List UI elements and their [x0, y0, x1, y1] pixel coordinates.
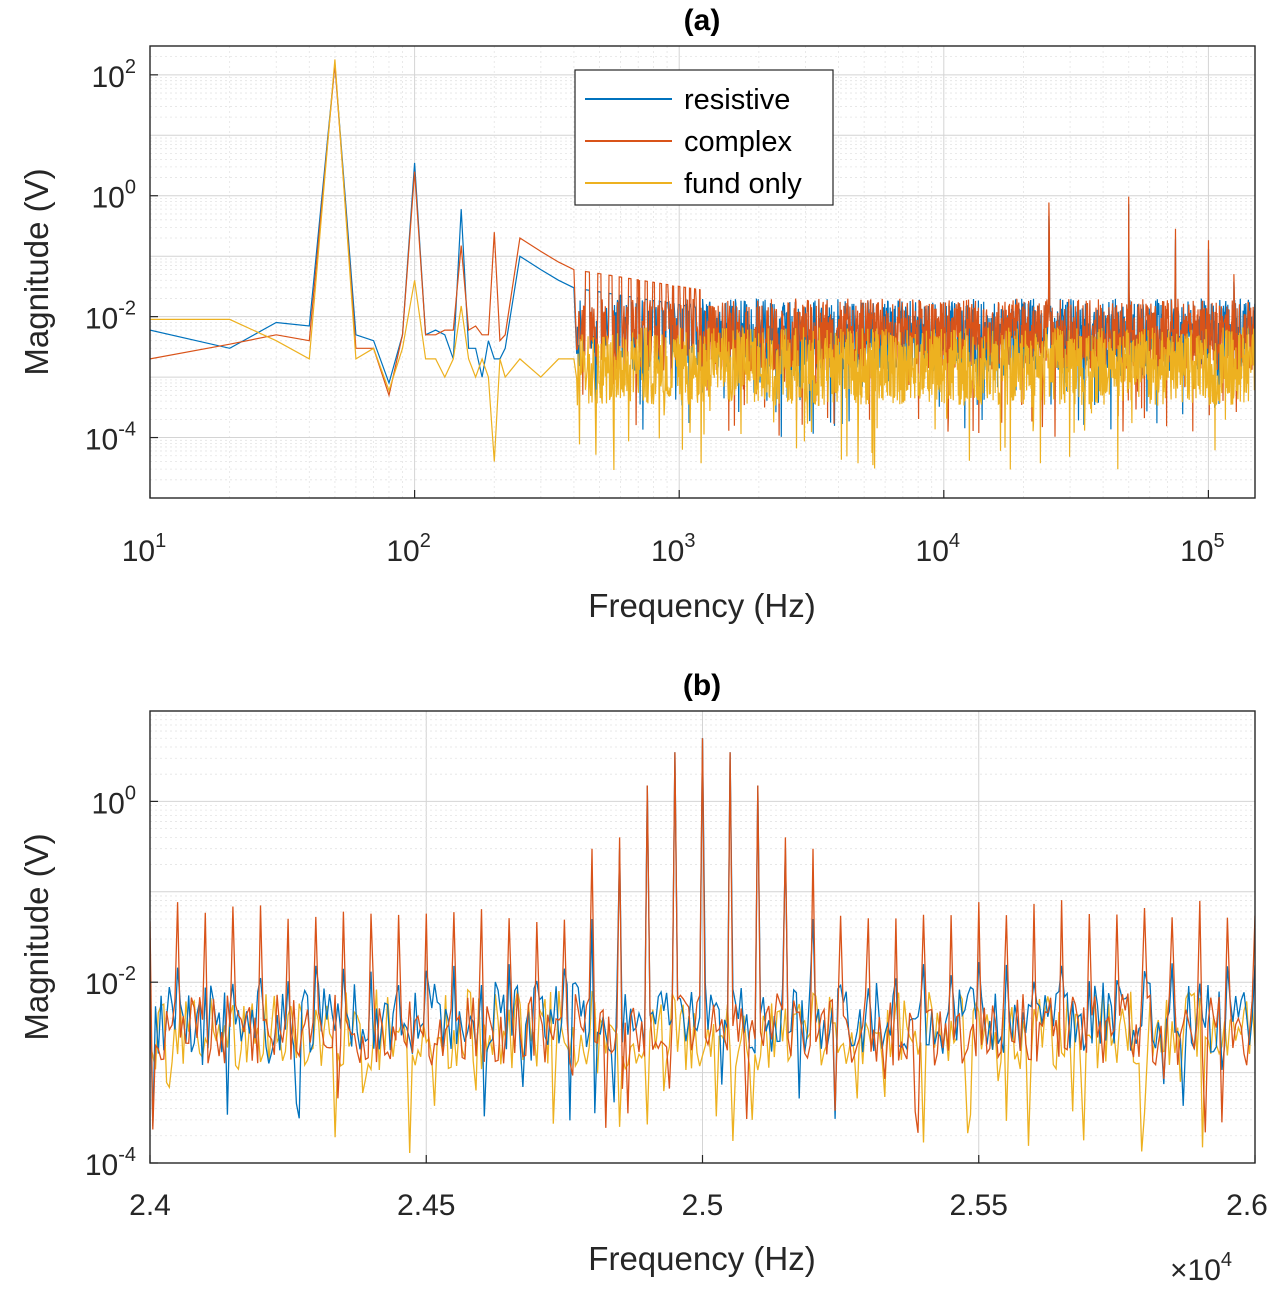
- panel-a-x-tick-base: 10: [916, 535, 949, 568]
- panel-a-y-tick-label: 102: [92, 56, 137, 94]
- panel-a-x-tick-base: 10: [386, 535, 419, 568]
- legend-label-complex: complex: [684, 126, 792, 158]
- panel-a-x-tick-exp: 4: [949, 530, 960, 552]
- panel-b-y-tick-label: 10-4: [85, 1144, 136, 1182]
- panel-a-y-tick-label: 100: [92, 177, 137, 215]
- panel-a-x-tick-label: 101: [122, 530, 167, 568]
- panel-b-y-tick-label: 100: [92, 782, 137, 820]
- legend-label-fund-only: fund only: [684, 168, 802, 200]
- panel-a-x-tick-exp: 2: [420, 530, 431, 552]
- panel-b-plot-area: [150, 738, 1255, 1154]
- panel-b-x-multiplier: ×104: [1170, 1249, 1232, 1287]
- panel-a-x-tick-base: 10: [651, 535, 684, 568]
- panel-b-y-tick-exp: -2: [118, 963, 136, 985]
- panel-a-y-tick-exp: 2: [125, 56, 136, 78]
- panel-a-x-tick-exp: 5: [1214, 530, 1225, 552]
- panel-a-y-tick-exp: -4: [118, 419, 136, 441]
- panel-a-x-axis-label: Frequency (Hz): [588, 587, 815, 624]
- panel-b-x-axis-label: Frequency (Hz): [588, 1240, 815, 1277]
- panel-b-title: (b): [683, 669, 721, 702]
- panel-a-x-tick-base: 10: [1180, 535, 1213, 568]
- panel-a-x-tick-label: 104: [916, 530, 961, 568]
- panel-b-y-tick-exp: 0: [125, 782, 136, 804]
- panel-b-series: [150, 738, 1255, 1154]
- panel-a-x-tick-base: 10: [122, 535, 155, 568]
- panel-b-y-tick-base: 10: [85, 968, 118, 1001]
- panel-a-axes-box: [149, 45, 1256, 499]
- panel-a-plot-area: [150, 59, 1255, 471]
- panel-a-y-tick-base: 10: [85, 303, 118, 336]
- panel-a-series-fund-only: [150, 59, 1255, 471]
- panel-a-x-tick-exp: 1: [155, 530, 166, 552]
- panel-a-y-axis-label: Magnitude (V): [18, 168, 55, 375]
- panel-b-y-tick-base: 10: [92, 787, 125, 820]
- panel-a-series: [150, 59, 1255, 471]
- panel-b-x-multiplier-base: ×10: [1170, 1254, 1221, 1287]
- panel-a-title: (a): [684, 4, 721, 37]
- legend-label-resistive: resistive: [684, 84, 790, 116]
- panel-b-x-multiplier-exp: 4: [1221, 1249, 1232, 1271]
- panel-a-x-tick-label: 103: [651, 530, 696, 568]
- panel-b-x-tick-label: 2.4: [129, 1189, 171, 1222]
- panel-b-y-axis-label: Magnitude (V): [18, 833, 55, 1040]
- panel-a-y-tick-base: 10: [92, 61, 125, 94]
- panel-a-x-tick-label: 105: [1180, 530, 1225, 568]
- panel-b-y-tick-label: 10-2: [85, 963, 136, 1001]
- panel-b-series-fund-only: [150, 988, 1255, 1154]
- panel-a-x-tick-label: 102: [386, 530, 431, 568]
- panel-b-y-tick-base: 10: [85, 1149, 118, 1182]
- panel-b-x-tick-label: 2.5: [682, 1189, 724, 1222]
- panel-b-x-tick-label: 2.6: [1226, 1189, 1268, 1222]
- panel-a-y-tick-exp: 0: [125, 177, 136, 199]
- panel-b-series-complex: [150, 738, 1255, 1133]
- panel-a-y-tick-label: 10-4: [85, 419, 136, 457]
- panel-a-x-tick-exp: 3: [684, 530, 695, 552]
- panel-a-y-tick-label: 10-2: [85, 298, 136, 336]
- panel-a-y-tick-base: 10: [92, 182, 125, 215]
- panel-b-y-tick-exp: -4: [118, 1144, 136, 1166]
- legend: resistive complex fund only: [574, 69, 834, 206]
- panel-b-x-tick-label: 2.55: [950, 1189, 1008, 1222]
- panel-b-x-tick-label: 2.45: [397, 1189, 455, 1222]
- panel-a-y-tick-base: 10: [85, 424, 118, 457]
- panel-a-y-tick-exp: -2: [118, 298, 136, 320]
